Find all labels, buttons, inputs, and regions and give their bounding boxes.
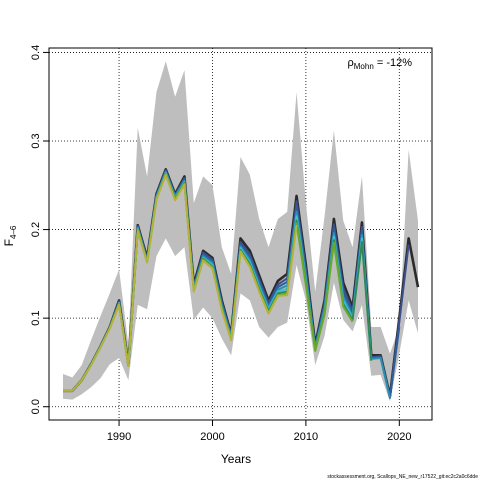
y-axis-title: F4–6 [2,225,18,246]
y-tick-label-3: 0.3 [30,133,42,148]
x-tick-label-2: 2010 [294,431,318,443]
rho-value: = -12% [374,57,412,69]
x-axis-ticks: 1990 2000 2010 2020 [107,420,412,443]
y-tick-label-1: 0.1 [30,310,42,325]
rho-symbol: ρ [348,57,354,69]
y-tick-label-4: 0.4 [30,45,42,60]
credit-text: stockassessment.org, Scallops_NE_new_r17… [327,474,478,480]
x-axis-title: Years [221,452,251,466]
plot-frame [48,47,433,421]
mohn-rho-annotation: ρMohn = -12% [348,57,413,71]
series-line-peel-7 [63,173,298,392]
x-tick-label-0: 1990 [107,431,131,443]
rho-subscript: Mohn [354,62,374,71]
y-tick-label-0: 0.0 [30,399,42,414]
confidence-band-layer [63,61,418,402]
y-axis-ticks: 0.0 0.1 0.2 0.3 0.4 [30,45,49,414]
confidence-band [63,61,418,402]
y-tick-label-2: 0.2 [30,222,42,237]
x-tick-label-1: 2000 [200,431,224,443]
x-tick-label-3: 2020 [387,431,411,443]
y-axis-title-sub: 4–6 [9,225,18,239]
y-axis-title-main: F [2,239,16,246]
series-lines-layer [63,168,420,399]
svg-text:F4–6: F4–6 [2,225,18,246]
